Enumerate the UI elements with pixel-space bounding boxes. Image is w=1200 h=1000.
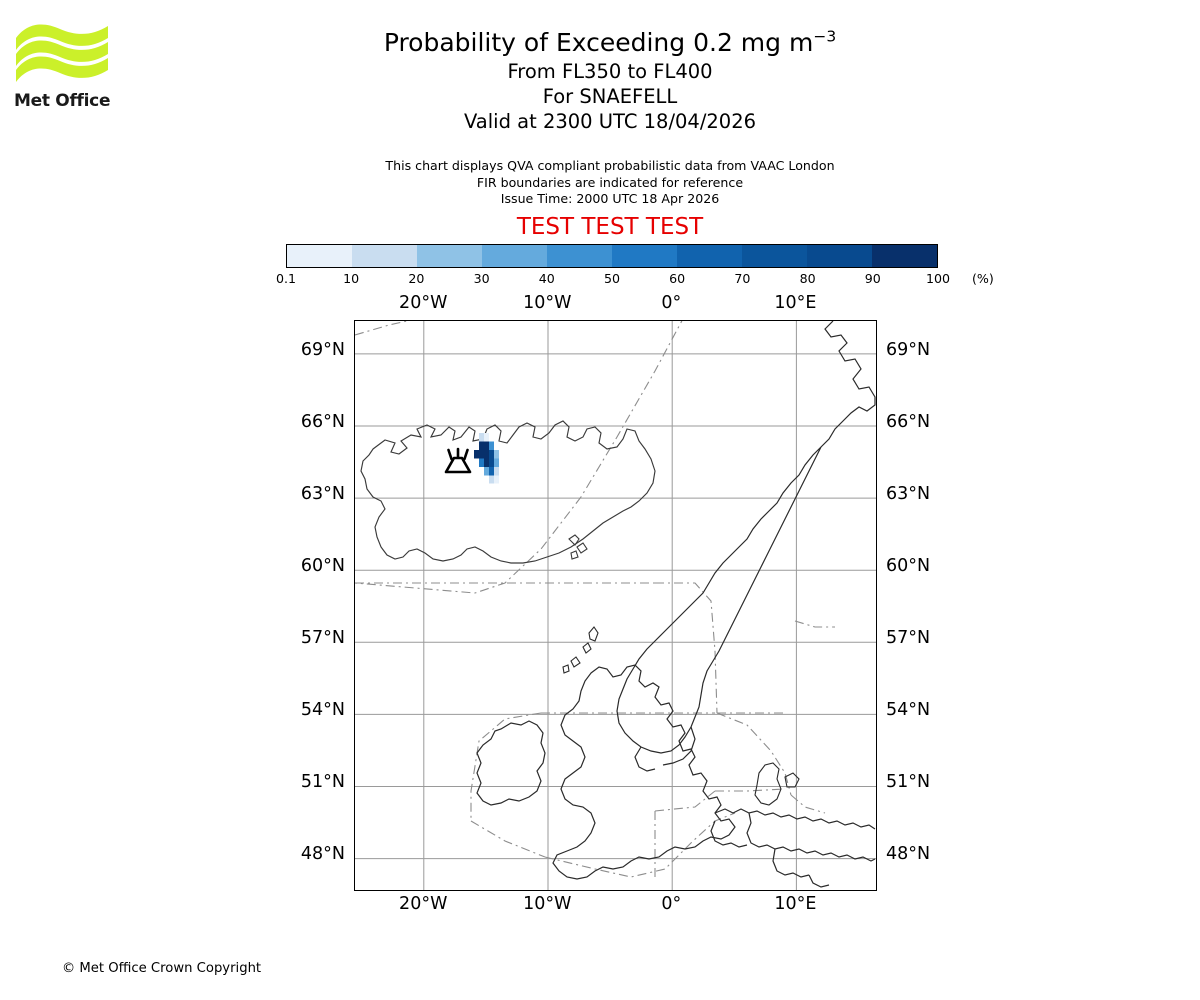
colorbar-tick-10: 10 (343, 271, 360, 286)
lat-label-right-54°N: 54°N (886, 699, 931, 720)
note-line-qva: This chart displays QVA compliant probab… (385, 158, 835, 173)
note-line-fir: FIR boundaries are indicated for referen… (476, 174, 744, 190)
colorbar-units-label: (%) (972, 271, 994, 286)
colorbar-band-60-70 (677, 245, 742, 267)
lon-label-top-10°W: 10°W (523, 293, 572, 313)
ash-probability-cells (474, 433, 499, 484)
colorbar-band-70-80 (742, 245, 807, 267)
coastline-shetland (562, 626, 599, 674)
flight-level-subtitle: From FL350 to FL400 (507, 60, 713, 83)
graticule (355, 321, 876, 890)
colorbar-tick-30: 30 (473, 271, 490, 286)
note-block: This chart displays QVA compliant probab… (200, 158, 1020, 241)
lat-label-left-57°N: 57°N (300, 627, 345, 648)
ash-cell (484, 458, 489, 467)
colorbar-band-10-20 (352, 245, 417, 267)
lat-label-right-60°N: 60°N (886, 555, 931, 576)
colorbar-band-20-30 (417, 245, 482, 267)
fir-boundaries (355, 321, 835, 878)
lat-label-right-48°N: 48°N (886, 843, 931, 864)
volcano-marker (444, 447, 472, 474)
lat-label-right-63°N: 63°N (886, 483, 931, 504)
coastline-faroe (568, 534, 588, 560)
met-office-logo: Met Office (14, 20, 124, 115)
ash-cell (479, 433, 485, 442)
colorbar-band-30-40 (482, 245, 547, 267)
coastline-great-britain (552, 664, 736, 880)
colorbar-tick-70: 70 (734, 271, 751, 286)
colorbar-tick-100: 100 (925, 271, 951, 286)
coastline-denmark (754, 762, 800, 806)
ash-cell (474, 450, 480, 459)
ash-cell (484, 450, 489, 459)
met-office-wave-mark (16, 24, 108, 82)
probability-colorbar (286, 244, 938, 268)
colorbar-band-90-100 (872, 245, 937, 267)
lat-label-right-51°N: 51°N (886, 771, 931, 792)
ash-cell (488, 441, 494, 451)
colorbar-tick-50: 50 (603, 271, 621, 286)
lat-label-left-69°N: 69°N (300, 339, 345, 360)
lon-label-bottom-10°E: 10°E (774, 894, 817, 914)
colorbar-tick-80: 80 (799, 271, 816, 286)
lat-label-left-60°N: 60°N (300, 555, 345, 576)
colorbar-tick-0.1: 0.1 (275, 271, 297, 286)
colorbar-band-80-90 (807, 245, 872, 267)
colorbar-band-50-60 (612, 245, 677, 267)
test-banner: TEST TEST TEST (516, 213, 704, 240)
lat-label-left-51°N: 51°N (300, 771, 345, 792)
ash-cell (493, 475, 499, 484)
title-block: Probability of Exceeding 0.2 mg m−3 From… (200, 26, 1020, 134)
colorbar-tick-20: 20 (408, 271, 425, 286)
ash-cell (479, 450, 485, 459)
lon-label-top-20°W: 20°W (399, 293, 448, 313)
page-title-text: Probability of Exceeding 0.2 mg m (383, 28, 814, 57)
lat-label-left-48°N: 48°N (300, 843, 345, 864)
volcano-subtitle: For SNAEFELL (542, 85, 678, 108)
colorbar-tick-60: 60 (669, 271, 686, 286)
lat-label-right-66°N: 66°N (886, 411, 931, 432)
lat-label-left-63°N: 63°N (300, 483, 345, 504)
ash-cell (484, 466, 489, 476)
map-plot-area (354, 320, 877, 891)
valid-time-subtitle: Valid at 2300 UTC 18/04/2026 (463, 110, 757, 133)
colorbar-band-40-50 (547, 245, 612, 267)
lat-label-right-57°N: 57°N (886, 627, 931, 648)
map-graphic (355, 321, 876, 890)
colorbar-band-0.1-10 (287, 245, 352, 267)
lat-label-left-54°N: 54°N (300, 699, 345, 720)
lon-label-bottom-10°W: 10°W (523, 894, 572, 914)
lon-label-bottom-0°: 0° (661, 894, 682, 914)
copyright-footer: © Met Office Crown Copyright (62, 961, 262, 976)
ash-cell (488, 466, 494, 476)
ash-cell (488, 450, 494, 459)
ash-cell (488, 475, 494, 484)
colorbar-tick-90: 90 (864, 271, 881, 286)
coastline-ireland (476, 720, 546, 806)
ash-cell (484, 433, 489, 442)
colorbar-tick-40: 40 (538, 271, 555, 286)
ash-cell (493, 458, 499, 467)
lon-label-top-10°E: 10°E (774, 293, 817, 313)
lon-label-bottom-20°W: 20°W (399, 894, 448, 914)
met-office-logo-text: Met Office (14, 91, 111, 111)
colorbar-bands (286, 244, 938, 268)
lat-label-left-66°N: 66°N (300, 411, 345, 432)
ash-cell (484, 441, 489, 451)
ash-cell (479, 458, 485, 467)
page-title-exponent: −3 (813, 27, 837, 46)
coastline-continental-europe (710, 808, 876, 888)
page-title: Probability of Exceeding 0.2 mg m−3 (200, 26, 1020, 59)
lon-label-top-0°: 0° (661, 293, 682, 313)
ash-cell (488, 458, 494, 467)
note-line-issue-time: Issue Time: 2000 UTC 18 Apr 2026 (500, 191, 720, 207)
lat-label-right-69°N: 69°N (886, 339, 931, 360)
ash-cell (493, 466, 499, 476)
coastline-scandinavia (616, 321, 876, 772)
ash-cell (493, 450, 499, 459)
coastline-iceland (360, 420, 656, 564)
ash-cell (479, 441, 485, 451)
